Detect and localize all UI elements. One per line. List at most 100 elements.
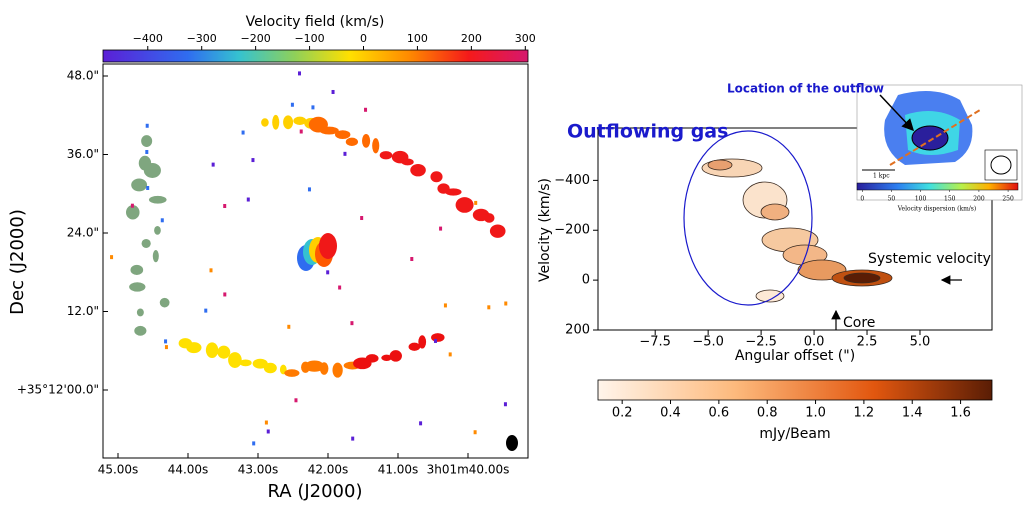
noise-pixel	[350, 321, 354, 326]
colorbar-tick-label: 100	[915, 196, 927, 203]
velocity-blob	[205, 342, 219, 358]
colorbar-tick-label: 1.4	[902, 406, 923, 421]
velocity-blob	[159, 297, 170, 308]
velocity-blob	[372, 138, 380, 154]
colorbar-tick-label: 100	[407, 32, 428, 45]
x-tick-label: 41.00s	[378, 463, 419, 477]
colorbar-tick-label: 150	[944, 196, 956, 203]
colorbar-tick-label: 0.8	[757, 406, 778, 421]
velocity-blob	[430, 171, 443, 183]
x-tick-label: 45.00s	[98, 463, 139, 477]
velocity-map-panel: Velocity field (km/s) RA (J2000) Dec (J2…	[7, 14, 529, 502]
noise-pixel	[241, 130, 245, 135]
velocity-blob	[217, 345, 231, 359]
colorbar-label: mJy/Beam	[759, 426, 830, 442]
velocity-blob	[365, 354, 379, 363]
colorbar-label: Velocity dispersion (km/s)	[897, 206, 976, 213]
velocity-blob	[141, 238, 151, 248]
noise-pixel	[146, 185, 150, 190]
pv-contour	[760, 203, 790, 221]
noise-pixel	[204, 308, 208, 313]
velocity-blob	[228, 352, 242, 368]
velocity-blob	[379, 151, 393, 160]
x-tick-label: −7.5	[639, 335, 671, 350]
noise-pixel	[145, 149, 149, 154]
x-tick-label: 0.0	[804, 335, 825, 350]
noise-pixel	[433, 338, 437, 343]
y-tick-label: +35°12'00.0"	[17, 383, 99, 397]
noise-pixel	[343, 151, 347, 156]
velocity-blob	[408, 342, 421, 351]
noise-pixel	[164, 339, 168, 344]
noise-pixel	[360, 216, 364, 221]
y-axis-label: Velocity (km/s)	[537, 178, 553, 282]
noise-pixel	[307, 187, 311, 192]
velocity-blob	[261, 118, 269, 127]
colorbar	[102, 49, 529, 63]
x-tick-label: 3h01m40.00s	[427, 463, 510, 477]
velocity-blob	[152, 250, 159, 263]
callout-label: Location of the outflow	[727, 82, 884, 96]
pv-contours	[701, 158, 893, 303]
y-tick-label: 48.0"	[67, 69, 99, 83]
noise-pixel	[473, 430, 477, 435]
velocity-blob	[389, 350, 402, 362]
velocity-blob	[129, 282, 146, 292]
noise-pixel	[287, 324, 291, 329]
noise-pixel	[290, 102, 294, 107]
pv-contour	[707, 159, 733, 171]
velocity-blob	[362, 133, 371, 148]
velocity-blob	[239, 359, 252, 367]
velocity-blob	[345, 137, 359, 147]
noise-pixel	[299, 129, 303, 134]
velocity-blob	[136, 308, 144, 317]
outflow-ellipse	[683, 130, 813, 306]
y-axis-label: Dec (J2000)	[7, 209, 28, 315]
y-tick-label: 24.0"	[67, 226, 99, 240]
velocity-blob	[154, 225, 161, 235]
noise-pixel	[364, 107, 368, 112]
velocity-blob	[252, 358, 268, 369]
noise-pixel	[246, 197, 250, 202]
colorbar-tick-label: 200	[461, 32, 482, 45]
x-tick-label: −5.0	[692, 335, 724, 350]
velocity-blob	[293, 116, 307, 126]
velocity-blob	[334, 130, 351, 140]
colorbar-tick-label: 1.2	[854, 406, 875, 421]
colorbar	[856, 182, 1019, 191]
colorbar-tick-label: 200	[973, 196, 985, 203]
beam	[990, 155, 1012, 175]
inset-panel: 1 kpc Velocity dispersion (km/s) Locatio…	[727, 82, 1023, 213]
noise-pixel	[264, 420, 268, 425]
noise-pixel	[311, 105, 315, 110]
x-tick-label: −2.5	[745, 335, 777, 350]
noise-pixel	[164, 345, 168, 350]
noise-pixel	[251, 158, 255, 163]
velocity-blob	[455, 197, 474, 213]
pv-contour	[755, 289, 785, 303]
colorbar-tick-label: 1.6	[950, 406, 971, 421]
velocity-blob	[131, 178, 148, 192]
systemic-label: Systemic velocity	[868, 251, 991, 267]
velocity-blobs	[110, 71, 508, 446]
x-tick-label: 42.00s	[308, 463, 349, 477]
colorbar-tick-label: 300	[515, 32, 536, 45]
velocity-blob	[483, 213, 495, 223]
noise-pixel	[487, 305, 491, 310]
core-label: Core	[843, 315, 875, 331]
velocity-blob	[332, 362, 343, 378]
velocity-blob	[148, 195, 167, 204]
noise-pixel	[474, 200, 478, 205]
noise-pixel	[443, 303, 447, 308]
noise-pixel	[160, 218, 164, 223]
x-axis-label: Angular offset (")	[735, 348, 855, 364]
noise-pixel	[297, 71, 301, 76]
colorbar-tick-label: −100	[294, 32, 324, 45]
x-axis-label: RA (J2000)	[268, 481, 363, 502]
velocity-blob	[130, 264, 144, 276]
scale-bar-label: 1 kpc	[873, 173, 890, 180]
dispersion-core	[911, 125, 949, 151]
noise-pixel	[110, 255, 114, 260]
y-tick-label: 36.0"	[67, 147, 99, 161]
